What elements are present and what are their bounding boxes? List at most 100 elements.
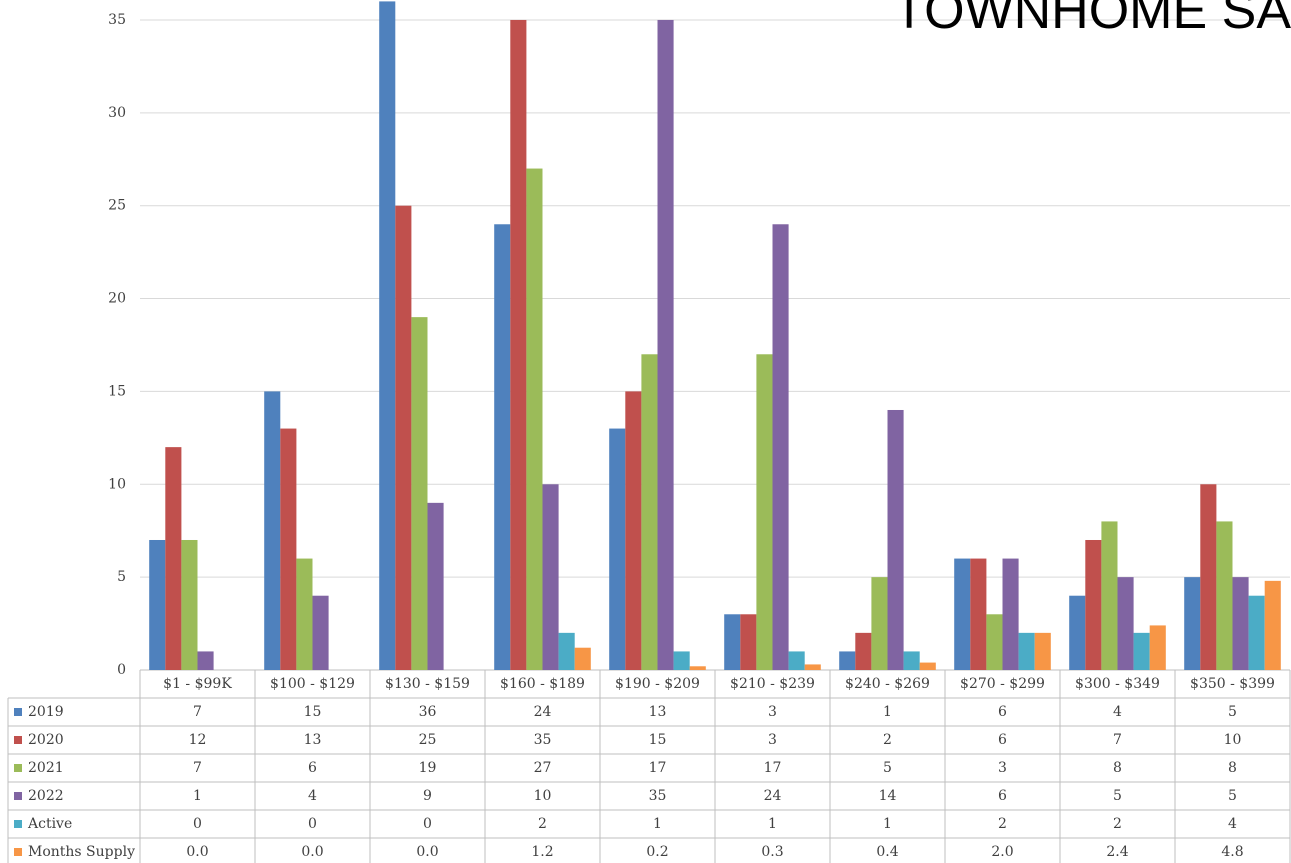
x-tick-label: $130 - $159 xyxy=(385,676,470,692)
bar xyxy=(264,391,281,670)
chart-title: TOWNHOME SA xyxy=(893,0,1291,40)
bar xyxy=(954,558,971,670)
table-cell: 2 xyxy=(1113,816,1122,832)
bar xyxy=(919,662,936,670)
bar xyxy=(1200,484,1217,670)
bar xyxy=(1133,632,1150,670)
legend-swatch xyxy=(14,820,22,828)
table-cell: 1 xyxy=(768,816,777,832)
bar xyxy=(804,664,821,670)
bar xyxy=(1149,625,1166,670)
bar xyxy=(1184,577,1201,670)
table-cell: 2.0 xyxy=(991,844,1013,860)
table-cell: 2 xyxy=(883,732,892,748)
table-cell: 1 xyxy=(883,816,892,832)
bar xyxy=(574,647,591,670)
bar xyxy=(542,484,559,670)
table-cell: 1 xyxy=(883,704,892,720)
table-cell: 24 xyxy=(764,788,782,804)
bar xyxy=(427,502,444,670)
table-cell: 4 xyxy=(1228,816,1237,832)
table-cell: 1 xyxy=(193,788,202,804)
table-cell: 4 xyxy=(308,788,317,804)
bar xyxy=(1069,595,1086,670)
table-cell: 0.0 xyxy=(416,844,438,860)
x-tick-label: $190 - $209 xyxy=(615,676,700,692)
table-cell: 7 xyxy=(1113,732,1122,748)
table-cell: 5 xyxy=(1228,788,1237,804)
legend-swatch xyxy=(14,736,22,744)
bar xyxy=(494,224,511,670)
bar xyxy=(510,19,527,670)
bar xyxy=(903,651,920,670)
legend-label: 2021 xyxy=(28,760,64,776)
bar xyxy=(1002,558,1019,670)
legend-swatch xyxy=(14,764,22,772)
table-cell: 4.8 xyxy=(1221,844,1243,860)
bar xyxy=(673,651,690,670)
table-cell: 35 xyxy=(534,732,552,748)
bar xyxy=(280,428,297,670)
table-cell: 8 xyxy=(1228,760,1237,776)
y-tick-label: 25 xyxy=(108,198,126,214)
table-cell: 5 xyxy=(883,760,892,776)
bar xyxy=(871,577,888,670)
table-cell: 1 xyxy=(653,816,662,832)
bar xyxy=(1034,632,1051,670)
table-cell: 3 xyxy=(768,704,777,720)
bar xyxy=(1101,521,1118,670)
table-cell: 3 xyxy=(998,760,1007,776)
bar xyxy=(609,428,626,670)
bar xyxy=(689,666,706,670)
y-tick-label: 15 xyxy=(108,383,126,399)
x-tick-label: $1 - $99K xyxy=(163,676,232,692)
bar xyxy=(740,614,757,670)
bar xyxy=(312,595,329,670)
table-cell: 6 xyxy=(998,788,1007,804)
legend-swatch xyxy=(14,708,22,716)
bar xyxy=(526,168,543,671)
y-tick-label: 20 xyxy=(108,291,126,307)
table-cell: 25 xyxy=(419,732,437,748)
table-cell: 24 xyxy=(534,704,552,720)
table-cell: 15 xyxy=(304,704,322,720)
table-cell: 12 xyxy=(189,732,207,748)
bar xyxy=(1264,580,1281,670)
table-cell: 0 xyxy=(308,816,317,832)
table-cell: 0.3 xyxy=(761,844,783,860)
table-cell: 6 xyxy=(998,732,1007,748)
x-tick-label: $300 - $349 xyxy=(1075,676,1160,692)
table-cell: 17 xyxy=(764,760,782,776)
table-cell: 2.4 xyxy=(1106,844,1128,860)
table-cell: 13 xyxy=(649,704,667,720)
bar xyxy=(197,651,214,670)
bar xyxy=(1018,632,1035,670)
table-cell: 27 xyxy=(534,760,552,776)
legend-label: Active xyxy=(27,816,72,832)
y-tick-label: 10 xyxy=(108,476,126,492)
y-tick-label: 5 xyxy=(117,569,126,585)
bar xyxy=(756,354,773,670)
x-tick-label: $210 - $239 xyxy=(730,676,815,692)
table-cell: 6 xyxy=(308,760,317,776)
bar xyxy=(1117,577,1134,670)
table-cell: 15 xyxy=(649,732,667,748)
x-tick-label: $240 - $269 xyxy=(845,676,930,692)
table-cell: 9 xyxy=(423,788,432,804)
legend-label: 2019 xyxy=(28,704,64,720)
x-tick-label: $160 - $189 xyxy=(500,676,585,692)
bar xyxy=(788,651,805,670)
table-cell: 5 xyxy=(1228,704,1237,720)
table-cell: 2 xyxy=(998,816,1007,832)
bar xyxy=(772,224,789,670)
table-cell: 0.4 xyxy=(876,844,898,860)
table-cell: 0.2 xyxy=(646,844,668,860)
table-cell: 19 xyxy=(419,760,437,776)
table-cell: 36 xyxy=(419,704,437,720)
table-cell: 7 xyxy=(193,704,202,720)
bar xyxy=(1232,577,1249,670)
legend-swatch xyxy=(14,848,22,856)
bar xyxy=(165,447,182,670)
table-cell: 7 xyxy=(193,760,202,776)
